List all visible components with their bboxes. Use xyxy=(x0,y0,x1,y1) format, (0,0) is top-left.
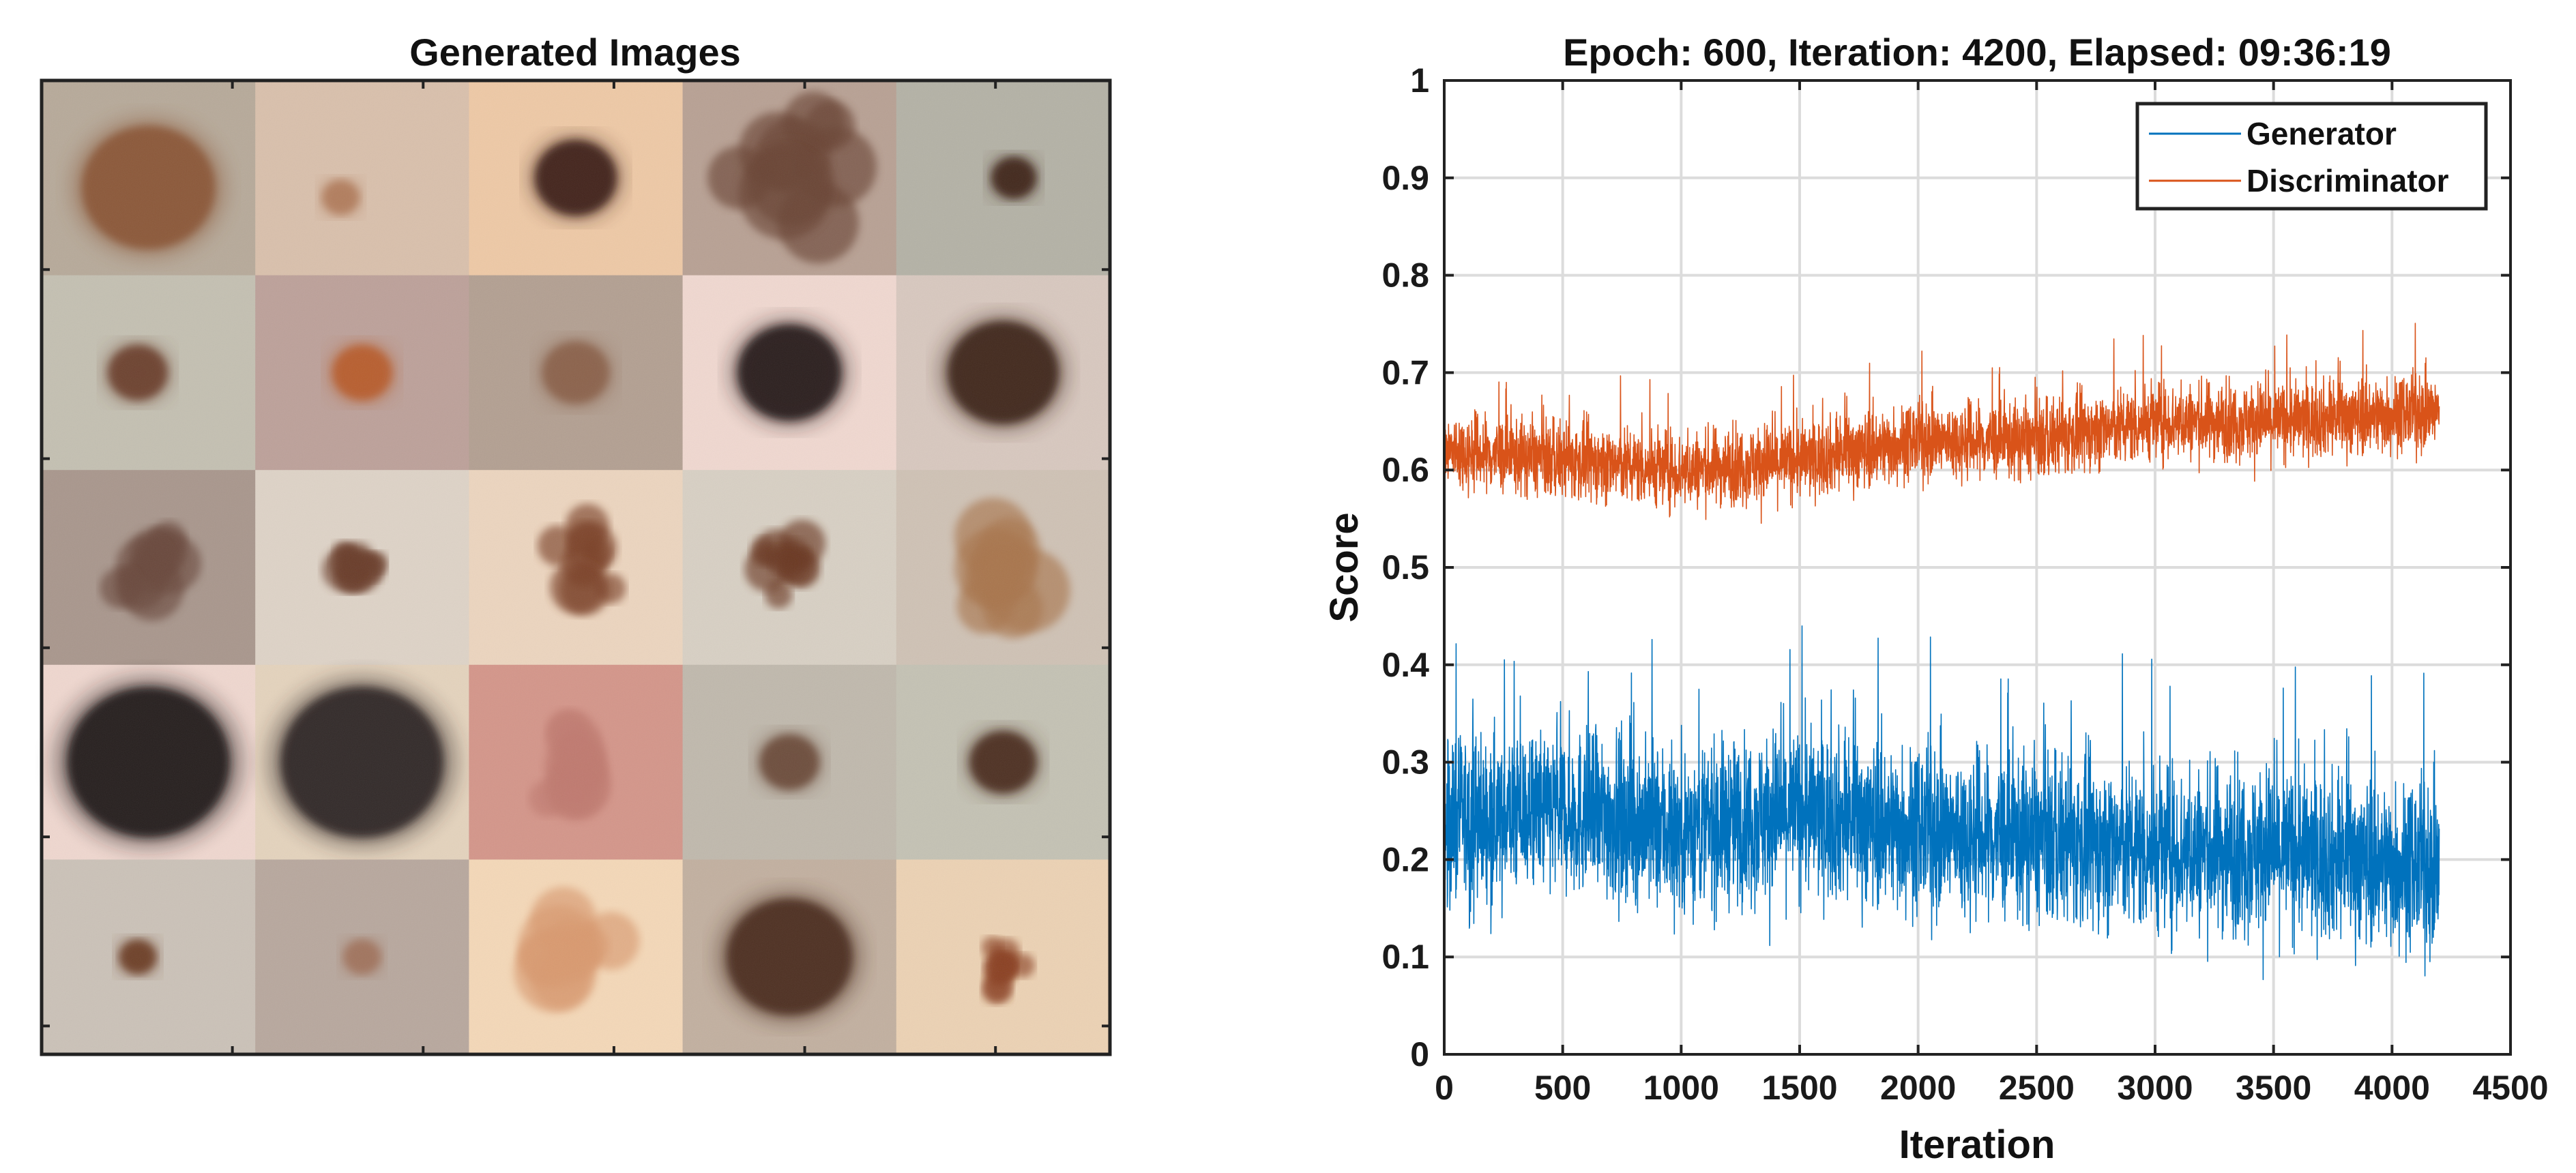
x-tick-label: 3000 xyxy=(2117,1069,2193,1107)
axis-ticks xyxy=(1443,79,2512,1056)
image-grid xyxy=(42,80,1111,1055)
generated-image-tile xyxy=(42,80,256,276)
generated-image-tile xyxy=(682,859,897,1055)
generated-image-tile xyxy=(42,859,256,1055)
score-chart: Epoch: 600, Iteration: 4200, Elapsed: 09… xyxy=(1322,31,2549,1167)
y-tick-label: 0.5 xyxy=(1381,548,1429,586)
generated-image-tile xyxy=(469,664,684,860)
y-tick-label: 0.4 xyxy=(1381,646,1429,684)
generated-image-tile xyxy=(255,859,469,1055)
x-tick-label: 4500 xyxy=(2472,1069,2548,1107)
generated-image-tile xyxy=(42,275,256,471)
generated-image-tile xyxy=(469,470,684,666)
generated-images-panel: Generated Images xyxy=(40,31,1112,1056)
image-grid-frame xyxy=(40,78,1112,1056)
x-tick-label: 500 xyxy=(1534,1069,1591,1107)
legend-label-discriminator: Discriminator xyxy=(2246,163,2449,198)
legend-label-generator: Generator xyxy=(2246,116,2397,151)
x-tick-label: 3500 xyxy=(2236,1069,2311,1107)
generated-image-tile xyxy=(255,80,469,276)
x-axis-label: Iteration xyxy=(1899,1123,2055,1167)
series-group xyxy=(1444,323,2440,981)
generated-image-tile xyxy=(255,275,469,471)
y-axis-label: Score xyxy=(1322,512,1366,622)
legend-box xyxy=(2135,102,2488,211)
x-tick-label: 2000 xyxy=(1880,1069,1956,1107)
image-axis-ticks xyxy=(42,80,1110,1054)
y-tick-label: 0.9 xyxy=(1381,159,1429,197)
generated-image-tile xyxy=(255,470,469,666)
y-tick-label: 0.3 xyxy=(1381,743,1429,782)
x-tick-label: 1500 xyxy=(1761,1069,1837,1107)
y-tick-label: 0.6 xyxy=(1381,451,1429,489)
legend: Generator Discriminator xyxy=(2135,102,2488,211)
series-line-generator xyxy=(1444,625,2440,981)
y-tick-label: 0.7 xyxy=(1381,353,1429,391)
chart-title: Epoch: 600, Iteration: 4200, Elapsed: 09… xyxy=(1563,31,2391,74)
generated-image-tile xyxy=(682,470,897,666)
generated-image-tile xyxy=(682,80,897,276)
y-tick-label: 1 xyxy=(1410,61,1429,100)
generated-image-tile xyxy=(896,470,1111,666)
y-tick-label: 0.2 xyxy=(1381,840,1429,878)
generated-image-tile xyxy=(896,859,1111,1055)
generated-image-tile xyxy=(469,80,684,276)
x-tick-label: 0 xyxy=(1435,1069,1454,1107)
x-tick-label: 2500 xyxy=(1999,1069,2075,1107)
generated-image-tile xyxy=(896,80,1111,276)
generated-image-tile xyxy=(255,664,469,860)
generated-image-tile xyxy=(896,664,1111,860)
y-tick-labels: 0 0.1 0.2 0.3 0.4 0.5 0.6 0.7 0.8 0.9 1 xyxy=(1381,61,1429,1073)
x-tick-label: 1000 xyxy=(1643,1069,1719,1107)
generated-image-tile xyxy=(896,275,1111,471)
panel-title: Generated Images xyxy=(409,31,741,74)
y-tick-label: 0.8 xyxy=(1381,256,1429,295)
series-line-discriminator xyxy=(1444,323,2440,524)
generated-image-tile xyxy=(469,275,684,471)
generated-image-tile xyxy=(42,470,256,666)
x-tick-labels: 0 500 1000 1500 2000 2500 3000 3500 4000 4500 xyxy=(1435,1069,2549,1107)
generated-image-tile xyxy=(682,664,897,860)
y-tick-label: 0 xyxy=(1410,1035,1429,1073)
generated-image-tile xyxy=(469,859,684,1055)
y-tick-label: 0.1 xyxy=(1381,938,1429,976)
generated-image-tile xyxy=(42,664,256,860)
x-tick-label: 4000 xyxy=(2354,1069,2430,1107)
generated-image-tile xyxy=(682,275,897,471)
